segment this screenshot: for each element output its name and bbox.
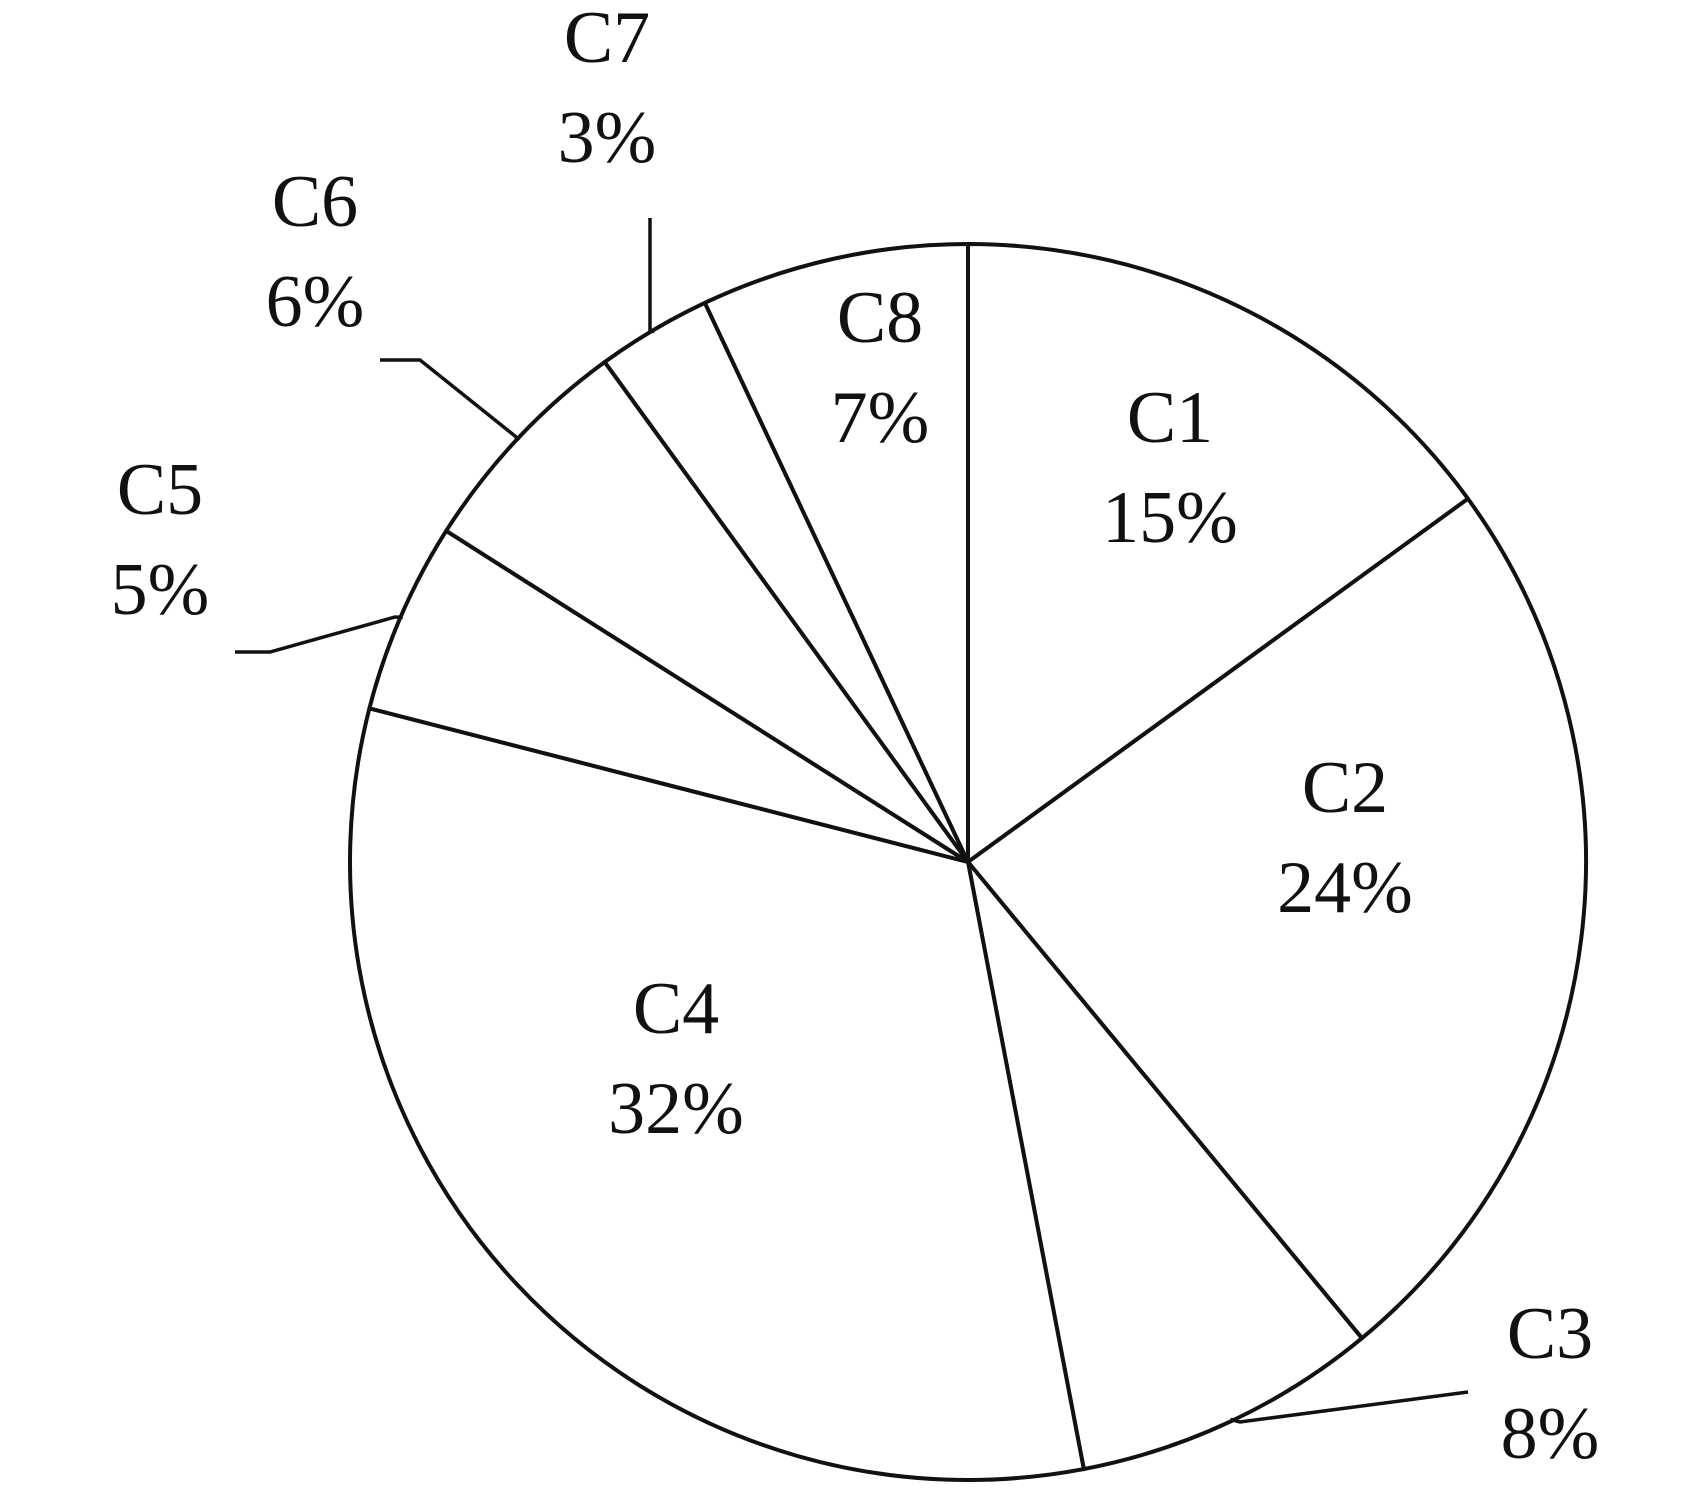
pie-slice-c8 [702,242,970,864]
slice-label-c4: C4 [633,968,719,1050]
leader-line-c3 [1229,1390,1469,1424]
slice-percent-c4: 32% [608,1068,744,1150]
slice-labels: C1 15% C2 24% C3 8% C4 32% C5 5% C6 6% C7 3% C8 7% [111,0,1600,1475]
slice-percent-c8: 7% [831,377,930,459]
slice-percent-c2: 24% [1277,847,1413,929]
slice-label-c3: C3 [1507,1293,1593,1375]
slice-label-c1: C1 [1127,377,1213,459]
slice-percent-c5: 5% [111,549,210,631]
slice-percent-c6: 6% [266,261,365,343]
slice-percent-c1: 15% [1102,477,1238,559]
pie-slice-c4 [348,706,1086,1482]
slice-percent-c7: 3% [558,97,657,179]
slice-label-c8: C8 [837,277,923,359]
slice-label-c2: C2 [1302,747,1388,829]
pie-slices [348,242,1588,1482]
slice-label-c5: C5 [117,449,203,531]
leader-line-c5 [235,615,403,654]
slice-label-c6: C6 [272,161,358,243]
slice-percent-c3: 8% [1501,1393,1600,1475]
leader-line-c6 [380,358,521,442]
pie-slice-c1 [966,242,1470,864]
leader-line-c7 [648,218,656,334]
leader-lines [235,218,1469,1424]
slice-label-c7: C7 [564,0,650,79]
pie-slice-c2 [966,496,1588,1341]
